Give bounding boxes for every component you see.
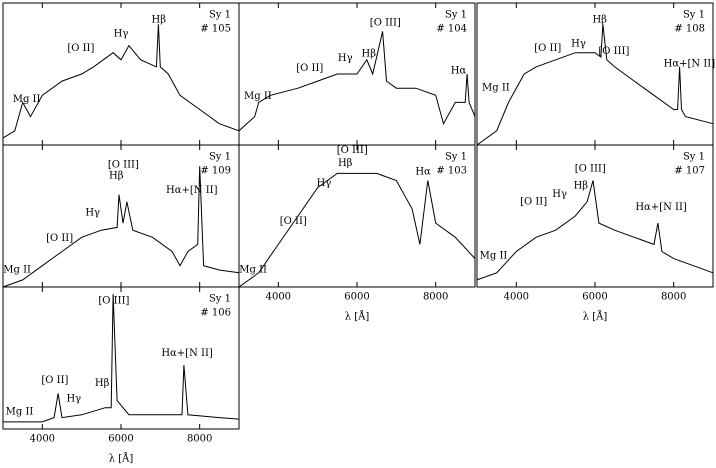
panel-subtitle: # 108 [674,24,705,35]
line-label: [O III] [370,17,401,28]
line-label: Hβ [592,15,607,26]
line-label: Mg II [480,250,508,261]
line-label: [O III] [575,164,606,175]
panel-title: Sy 1 [683,152,705,163]
panel-subtitle: # 105 [200,24,231,35]
line-label: [O II] [520,196,547,207]
line-label: Mg II [239,264,267,275]
x-axis-label: λ [Å] [109,453,134,465]
line-label: [O III] [108,159,139,170]
line-label: [O II] [67,43,94,54]
line-label: Hβ [95,378,110,389]
line-label: Hβ [574,181,589,192]
line-label: Hα+[N II] [166,185,218,196]
spectrum-line [2,24,240,139]
line-label: Hα [415,166,431,177]
x-axis-label: λ [Å] [345,311,370,323]
line-label: Mg II [13,94,41,105]
panel-subtitle: # 104 [436,24,467,35]
line-label: Hβ [152,15,167,26]
line-label: Mg II [3,264,31,275]
x-tick-label: 6000 [582,292,607,303]
panel-title: Sy 1 [209,10,231,21]
line-label: [O II] [296,63,323,74]
line-label: [O II] [534,43,561,54]
line-label: Mg II [6,406,34,417]
line-label: Hα+[N II] [664,59,716,70]
panel-subtitle: # 109 [200,166,231,177]
x-tick-label: 8000 [661,292,686,303]
line-label: Mg II [482,83,510,94]
line-label: Hγ [338,53,353,64]
spectrum-line [476,24,714,146]
panel-subtitle: # 106 [200,308,231,319]
x-tick-label: 8000 [423,292,448,303]
line-label: Hγ [571,39,586,50]
line-label: Mg II [244,91,272,102]
x-tick-label: 4000 [504,292,529,303]
line-label: Hγ [317,178,332,189]
panel-title: Sy 1 [209,294,231,305]
x-tick-label: 6000 [108,434,133,445]
spectrum-line [238,172,476,288]
line-label: Hβ [362,49,377,60]
x-tick-label: 8000 [187,434,212,445]
panel-title: Sy 1 [445,152,467,163]
line-label: Hγ [114,29,129,40]
x-axis-label: λ [Å] [583,311,608,323]
line-label: Hβ [109,171,124,182]
line-label: Hγ [66,394,81,405]
panel-title: Sy 1 [683,10,705,21]
spectrum-line [476,180,714,281]
line-label: [O III] [98,296,129,307]
panel-subtitle: # 103 [436,166,467,177]
line-label: Hα+[N II] [635,202,687,213]
line-label: [O II] [46,233,73,244]
spectrum-line [2,166,240,288]
spectrum-line [3,294,240,423]
line-label: Hγ [85,208,100,219]
panel-subtitle: # 107 [674,166,705,177]
line-label: Hγ [552,189,567,200]
line-label: Hα [451,66,467,77]
x-tick-label: 6000 [344,292,369,303]
spectrum-line [238,31,476,132]
line-label: Hβ [338,158,353,169]
panel-title: Sy 1 [445,10,467,21]
line-label: [O II] [280,216,307,227]
x-tick-label: 4000 [30,434,55,445]
panel-title: Sy 1 [209,152,231,163]
line-label: [O III] [598,46,629,57]
x-tick-label: 4000 [266,292,291,303]
line-label: [O II] [41,375,68,386]
line-label: Hα+[N II] [161,348,213,359]
line-label: [O III] [337,145,368,156]
